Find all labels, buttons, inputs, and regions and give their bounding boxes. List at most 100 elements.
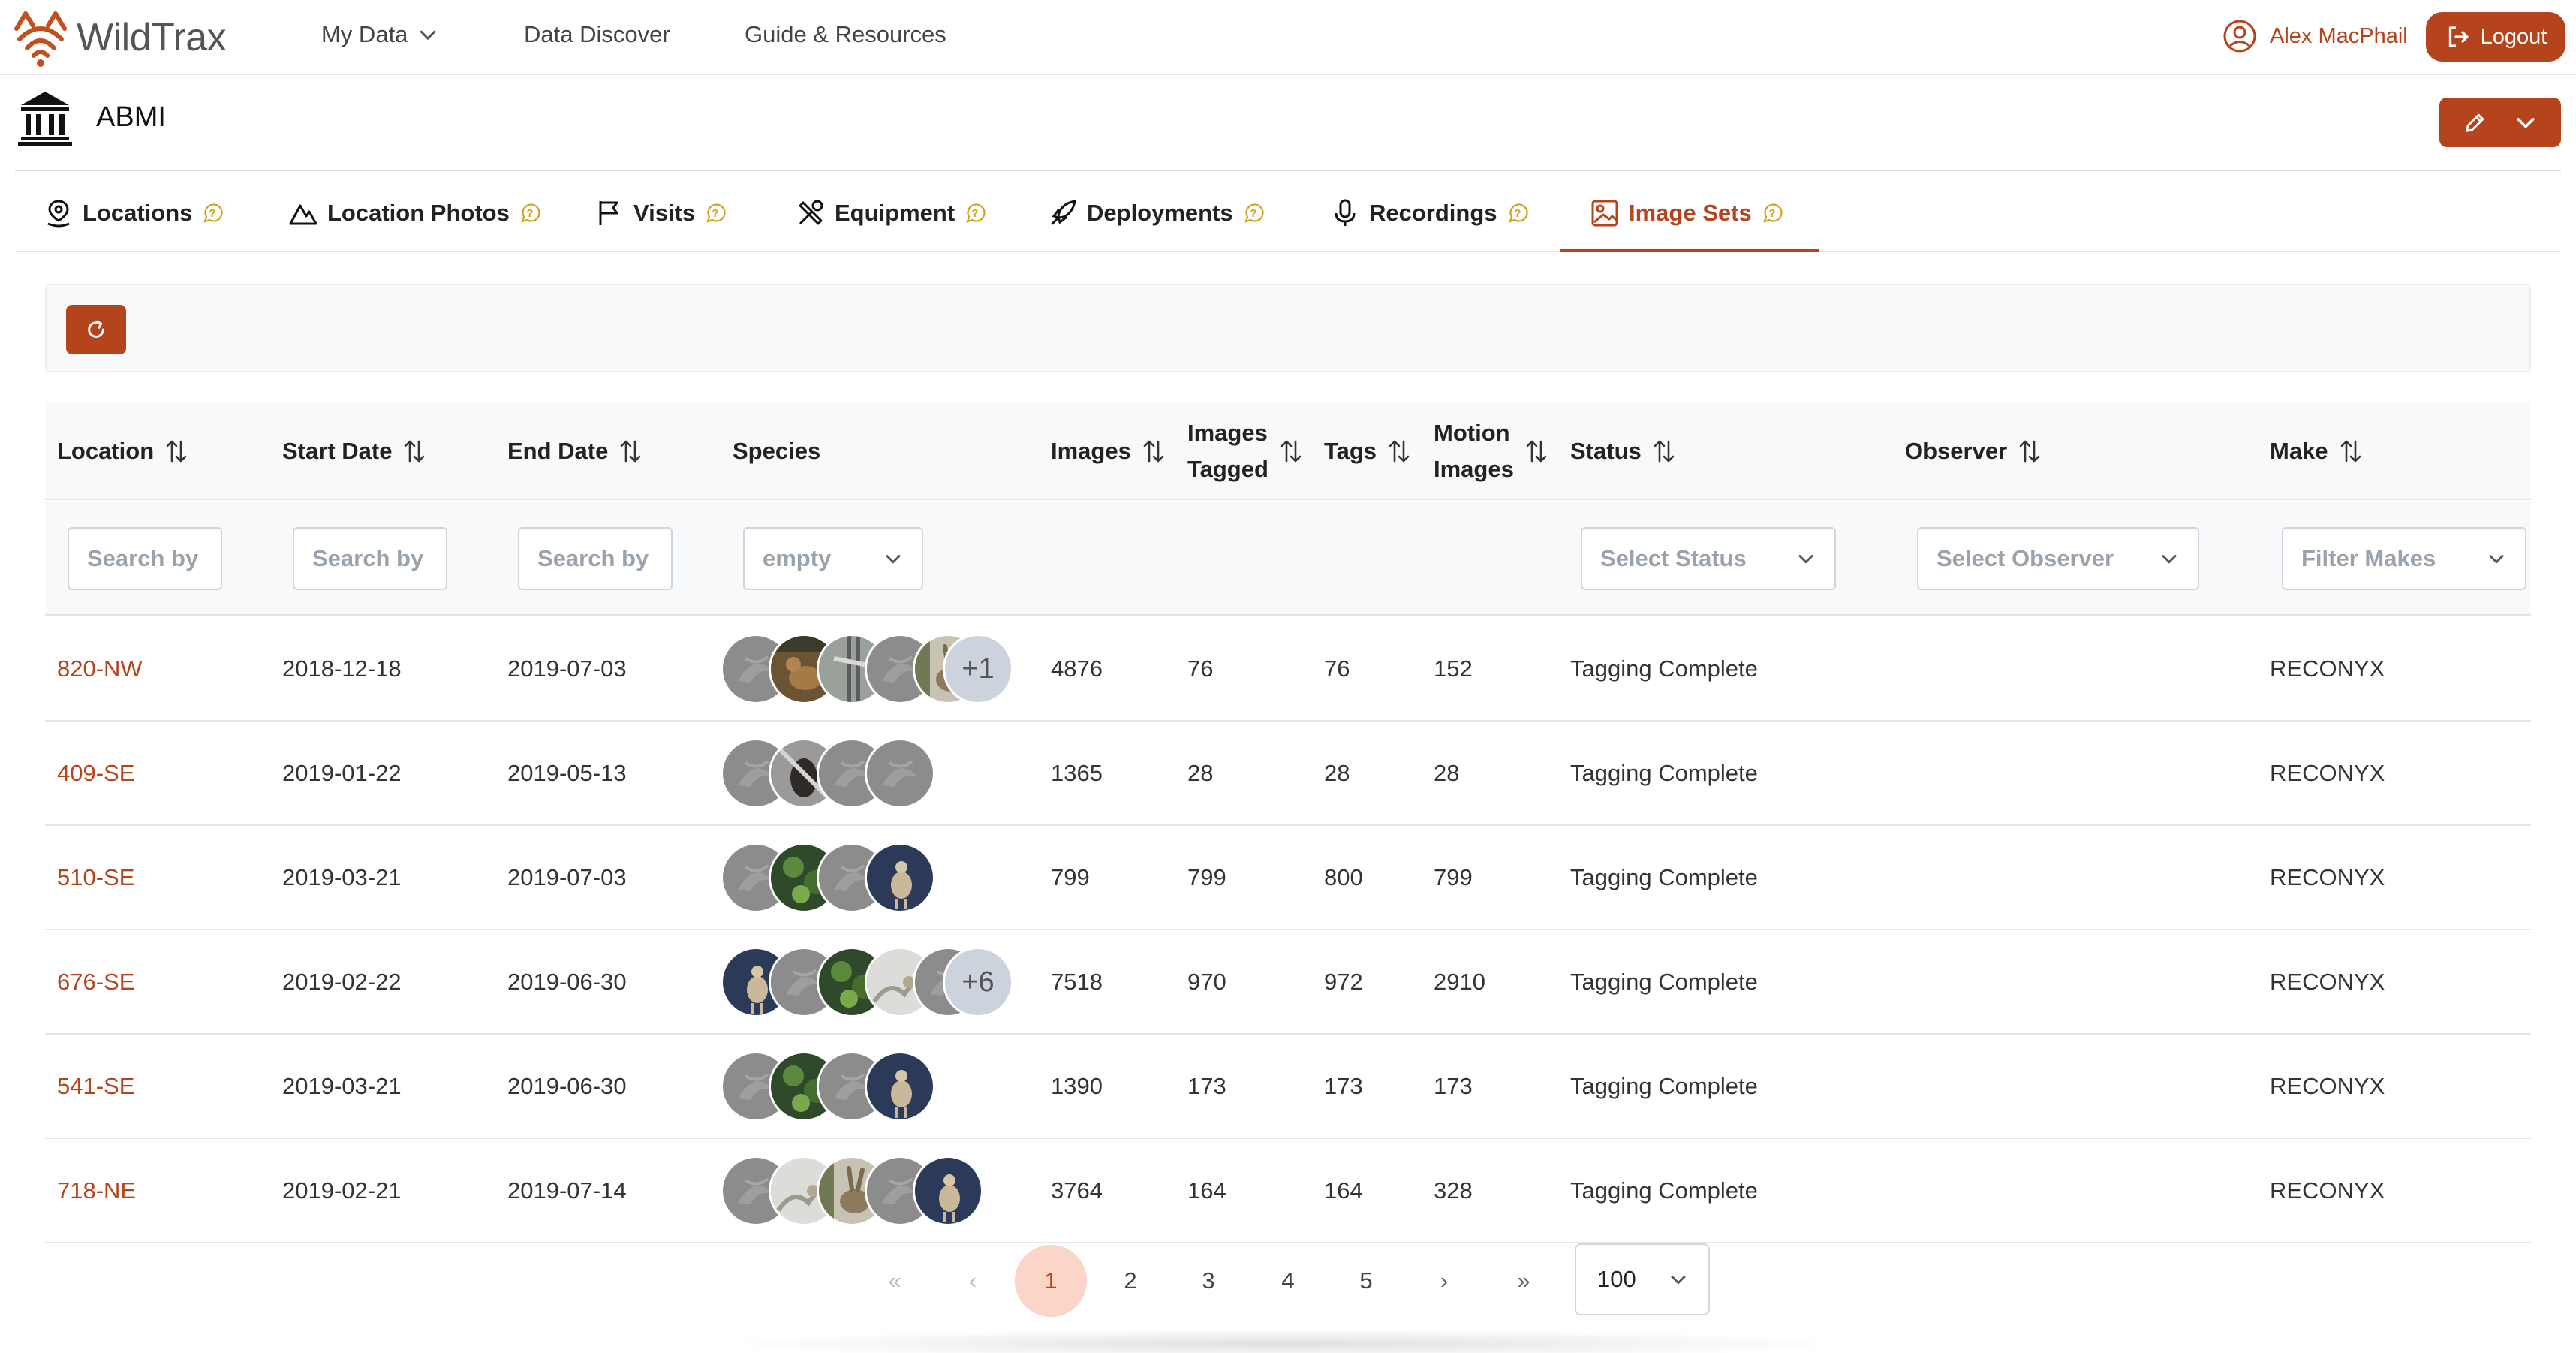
- table-row[interactable]: 409-SE 2019-01-22 2019-05-13 1365 28 28 28 Tagg…: [45, 722, 2531, 826]
- end-date: 2019-06-30: [507, 968, 627, 995]
- location-search-input[interactable]: [68, 527, 222, 590]
- page-button-5[interactable]: 5: [1359, 1267, 1373, 1294]
- svg-text:?: ?: [1768, 207, 1775, 220]
- column-header-motion-images[interactable]: Motion Images: [1434, 402, 1548, 500]
- page-button-3[interactable]: 3: [1202, 1267, 1215, 1294]
- user-menu[interactable]: Alex MacPhail: [2222, 18, 2408, 54]
- first-page-button[interactable]: «: [888, 1267, 901, 1294]
- column-header-end-date[interactable]: End Date: [507, 402, 642, 500]
- sort-icon[interactable]: [1652, 438, 1676, 464]
- status-filter-select[interactable]: Select Status: [1581, 527, 1836, 590]
- tab-visits[interactable]: Visits ?: [594, 174, 727, 252]
- location-link[interactable]: 820-NW: [57, 655, 143, 682]
- nav-guide-resources[interactable]: Guide & Resources: [745, 21, 946, 48]
- make-filter-placeholder: Filter Makes: [2301, 545, 2436, 571]
- table-row[interactable]: 718-NE 2019-02-21 2019-07-14 3764 164 164 328 T…: [45, 1139, 2531, 1243]
- table-row[interactable]: 676-SE 2019-02-22 2019-06-30 +6 7518 970 972 29…: [45, 930, 2531, 1035]
- sort-icon[interactable]: [1524, 438, 1548, 464]
- tab-deployments[interactable]: Deployments ?: [1048, 174, 1265, 252]
- end-date-search-input[interactable]: [518, 527, 673, 590]
- sort-icon[interactable]: [1279, 438, 1303, 464]
- start-date: 2019-01-22: [282, 759, 402, 786]
- pagination: « ‹ 1 2 3 4 5 › » 100: [0, 1243, 2576, 1317]
- table-row[interactable]: 820-NW 2018-12-18 2019-07-03 +1 4876 76 76 152 T…: [45, 617, 2531, 722]
- column-header-observer[interactable]: Observer: [1905, 402, 2042, 500]
- images-tagged-count: 799: [1187, 863, 1226, 890]
- chevron-down-icon[interactable]: [2513, 110, 2538, 135]
- sort-icon[interactable]: [1387, 438, 1411, 464]
- column-header-status[interactable]: Status: [1570, 402, 1676, 500]
- nav-my-data[interactable]: My Data: [321, 21, 439, 48]
- make-text: RECONYX: [2270, 968, 2385, 995]
- refresh-button[interactable]: [66, 305, 126, 354]
- location-link[interactable]: 718-NE: [57, 1177, 137, 1204]
- column-label: Start Date: [282, 438, 393, 464]
- tab-equipment[interactable]: Equipment ?: [796, 174, 986, 252]
- image-icon: [1591, 200, 1618, 227]
- images-count: 3764: [1051, 1177, 1103, 1204]
- column-label: Images Tagged: [1187, 415, 1268, 487]
- location-link[interactable]: 541-SE: [57, 1072, 135, 1099]
- tab-recordings[interactable]: Recordings ?: [1330, 174, 1529, 252]
- help-icon[interactable]: ?: [201, 202, 224, 224]
- motion-images-count: 328: [1434, 1177, 1473, 1204]
- status-text: Tagging Complete: [1570, 759, 1758, 786]
- page-button-4[interactable]: 4: [1281, 1267, 1295, 1294]
- help-icon[interactable]: ?: [519, 202, 541, 224]
- tab-label: Visits: [633, 200, 696, 226]
- column-header-tags[interactable]: Tags: [1324, 402, 1411, 500]
- make-filter-select[interactable]: Filter Makes: [2282, 527, 2526, 590]
- next-page-button[interactable]: ›: [1440, 1267, 1449, 1294]
- location-link[interactable]: 409-SE: [57, 759, 135, 786]
- help-icon[interactable]: ?: [1506, 202, 1529, 224]
- last-page-button[interactable]: »: [1517, 1267, 1530, 1294]
- species-thumbnail[interactable]: [865, 738, 935, 809]
- sort-icon[interactable]: [402, 438, 426, 464]
- column-label: Make: [2270, 438, 2328, 464]
- species-thumbnail[interactable]: [865, 842, 935, 913]
- species-thumbnail[interactable]: [913, 1156, 983, 1226]
- sort-icon[interactable]: [618, 438, 642, 464]
- tab-locations[interactable]: Locations ?: [44, 174, 224, 252]
- org-name: ABMI: [96, 101, 166, 133]
- location-link[interactable]: 510-SE: [57, 863, 135, 890]
- pencil-icon[interactable]: [2463, 110, 2488, 135]
- sort-icon[interactable]: [164, 438, 188, 464]
- help-icon[interactable]: ?: [964, 202, 986, 224]
- page-button-1[interactable]: 1: [1015, 1245, 1087, 1317]
- rows-per-page-select[interactable]: 100: [1575, 1243, 1710, 1315]
- column-header-start-date[interactable]: Start Date: [282, 402, 426, 500]
- column-header-images-tagged[interactable]: Images Tagged: [1187, 402, 1303, 500]
- tab-location-photos[interactable]: Location Photos ?: [288, 174, 541, 252]
- sort-icon[interactable]: [2339, 438, 2363, 464]
- help-icon[interactable]: ?: [1242, 202, 1265, 224]
- sort-icon[interactable]: [2018, 438, 2042, 464]
- tags-count: 76: [1324, 655, 1350, 682]
- logo[interactable]: WildTrax: [9, 6, 227, 69]
- column-header-images[interactable]: Images: [1051, 402, 1166, 500]
- observer-filter-select[interactable]: Select Observer: [1917, 527, 2199, 590]
- more-species-badge[interactable]: +6: [943, 947, 1013, 1017]
- column-header-make[interactable]: Make: [2270, 402, 2363, 500]
- nav-data-discover[interactable]: Data Discover: [524, 21, 670, 48]
- logout-button[interactable]: Logout: [2426, 12, 2565, 62]
- tab-image-sets[interactable]: Image Sets ?: [1590, 174, 1783, 252]
- column-label-line: Tagged: [1187, 456, 1268, 482]
- column-header-location[interactable]: Location: [57, 402, 188, 500]
- table-header: Location Start Date End Date Species Ima…: [45, 402, 2531, 500]
- column-label: Images: [1051, 438, 1131, 464]
- prev-page-button[interactable]: ‹: [968, 1267, 977, 1294]
- species-thumbnail[interactable]: [865, 1051, 935, 1122]
- location-link[interactable]: 676-SE: [57, 968, 135, 995]
- more-species-badge[interactable]: +1: [943, 634, 1013, 704]
- table-row[interactable]: 510-SE 2019-03-21 2019-07-03 799 799 800 799 Ta…: [45, 826, 2531, 930]
- org-actions[interactable]: [2439, 98, 2561, 147]
- table-row[interactable]: 541-SE 2019-03-21 2019-06-30 1390 173 173 173 T…: [45, 1035, 2531, 1139]
- species-filter-select[interactable]: empty: [743, 527, 923, 590]
- user-name: Alex MacPhail: [2270, 23, 2408, 48]
- help-icon[interactable]: ?: [704, 202, 727, 224]
- page-button-2[interactable]: 2: [1124, 1267, 1137, 1294]
- sort-icon[interactable]: [1142, 438, 1166, 464]
- start-date-search-input[interactable]: [293, 527, 447, 590]
- help-icon[interactable]: ?: [1761, 202, 1783, 224]
